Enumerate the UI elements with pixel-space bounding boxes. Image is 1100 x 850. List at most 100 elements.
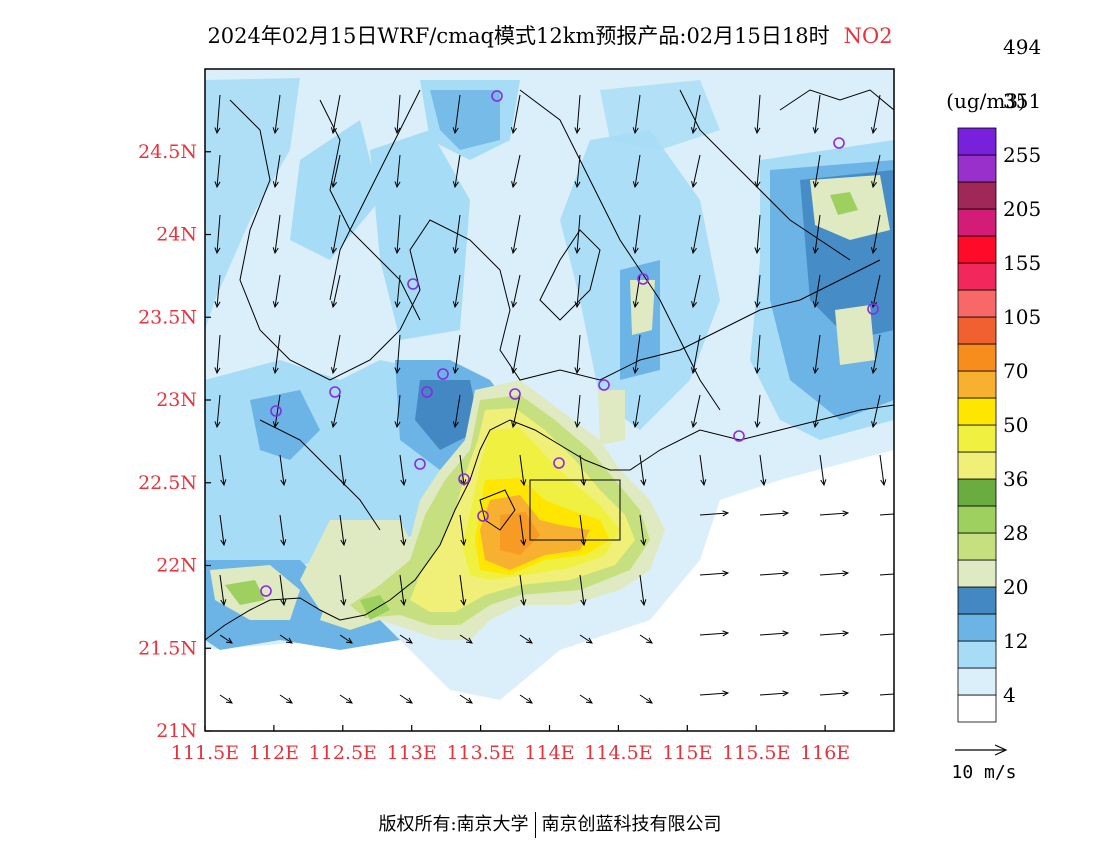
wind-arrow xyxy=(272,154,281,189)
colorbar-label: 70 xyxy=(1003,359,1028,383)
wind-arrow xyxy=(699,454,707,487)
wind-arrow xyxy=(812,394,821,429)
lat-tick-label: 21.5N xyxy=(138,637,197,659)
wind-arrow xyxy=(632,94,641,135)
wind-arrow xyxy=(819,630,850,637)
lon-tick-label: 111.5E xyxy=(171,742,239,764)
wind-arrow xyxy=(510,334,521,375)
wind-arrow xyxy=(812,214,821,255)
colorbar-label: 205 xyxy=(1003,197,1041,221)
colorbar-label: 50 xyxy=(1003,413,1028,437)
wind-arrow xyxy=(219,634,233,644)
wind-arrow xyxy=(339,634,353,644)
colorbar-segment xyxy=(957,505,997,534)
wind-arrow xyxy=(754,94,761,135)
wind-arrow xyxy=(279,514,287,547)
wind-arrow xyxy=(511,394,521,429)
wind-arrow xyxy=(819,510,850,517)
colorbar-segment xyxy=(957,208,997,237)
concentration-field xyxy=(205,69,894,731)
wind-arrow xyxy=(754,394,761,429)
boundary-lines xyxy=(205,89,894,641)
wind-arrow xyxy=(330,214,341,255)
colorbar-label: 155 xyxy=(1003,251,1041,275)
lat-tick-label: 22.5N xyxy=(138,472,197,494)
wind-arrow xyxy=(699,690,730,697)
colorbar-segment xyxy=(957,343,997,372)
station-marker xyxy=(421,386,433,398)
wind-arrow xyxy=(812,334,821,375)
colorbar-segment xyxy=(957,478,997,507)
wind-arrow xyxy=(399,514,407,547)
wind-arrow xyxy=(574,274,581,309)
wind-vectors xyxy=(214,94,894,704)
wind-arrow xyxy=(339,694,353,704)
wind-arrow xyxy=(812,154,821,189)
station-marker xyxy=(458,473,470,485)
footer-divider xyxy=(534,812,536,838)
wind-arrow xyxy=(519,634,533,644)
wind-arrow xyxy=(339,514,347,547)
colorbar-segment xyxy=(957,586,997,615)
station-marker xyxy=(270,405,282,417)
pollutant-label: NO2 xyxy=(843,24,893,48)
wind-arrow xyxy=(699,510,730,517)
wind-arrow xyxy=(279,454,287,487)
wind-arrow xyxy=(394,214,401,255)
wind-arrow xyxy=(574,154,581,189)
wind-arrow xyxy=(579,514,587,547)
wind-arrow xyxy=(272,94,281,135)
wind-arrow xyxy=(452,214,461,255)
colorbar-segment xyxy=(957,181,997,210)
wind-reference: 10 m/s xyxy=(951,744,1017,783)
station-marker xyxy=(477,510,489,522)
colorbar-segment xyxy=(957,694,997,723)
wind-arrow xyxy=(452,154,461,189)
wind-arrow xyxy=(214,334,221,375)
wind-arrow xyxy=(759,630,790,637)
wind-arrow xyxy=(452,394,461,429)
wind-arrow xyxy=(632,334,641,375)
wind-arrow xyxy=(452,274,461,309)
wind-arrow xyxy=(632,394,641,429)
wind-arrow xyxy=(819,570,850,577)
wind-arrow xyxy=(510,214,521,255)
wind-arrow xyxy=(219,694,233,704)
wind-arrow xyxy=(519,694,533,704)
wind-arrow xyxy=(219,454,227,487)
wind-arrow xyxy=(574,394,581,429)
wind-arrow xyxy=(639,454,647,487)
station-marker xyxy=(329,386,341,398)
wind-arrow xyxy=(394,274,401,309)
wind-arrow xyxy=(452,94,461,135)
colorbar-segment xyxy=(957,127,997,156)
wind-arrow xyxy=(871,394,881,429)
colorbar-label: 494 xyxy=(1003,35,1041,59)
station-marker xyxy=(637,273,649,285)
wind-arrow xyxy=(759,570,790,577)
wind-arrow xyxy=(219,574,227,607)
station-marker xyxy=(598,379,610,391)
wind-arrow xyxy=(691,154,701,189)
wind-arrow xyxy=(871,154,881,189)
lat-tick-label: 21N xyxy=(156,720,197,742)
wind-arrow xyxy=(870,94,881,135)
wind-arrow xyxy=(639,514,647,547)
wind-arrow xyxy=(879,454,887,487)
wind-arrow xyxy=(511,154,521,189)
map-title: 2024年02月15日WRF/cmaq模式12km预报产品:02月15日18时 N… xyxy=(0,20,1100,50)
lon-tick-label: 115.5E xyxy=(722,742,790,764)
colorbar-segment xyxy=(957,289,997,318)
wind-arrow xyxy=(574,214,581,255)
wind-arrow xyxy=(331,274,341,309)
wind-arrow xyxy=(754,274,761,309)
wind-arrow xyxy=(339,454,347,487)
lat-tick-label: 24.5N xyxy=(138,141,197,163)
title-text: 2024年02月15日WRF/cmaq模式12km预报产品:02月15日18时 xyxy=(207,24,830,48)
wind-arrow xyxy=(819,690,850,697)
wind-arrow xyxy=(272,274,281,309)
wind-arrow xyxy=(272,214,281,255)
lat-tick-label: 24N xyxy=(156,224,197,246)
lat-tick-label: 23.5N xyxy=(138,306,197,328)
wind-arrow xyxy=(331,154,341,189)
